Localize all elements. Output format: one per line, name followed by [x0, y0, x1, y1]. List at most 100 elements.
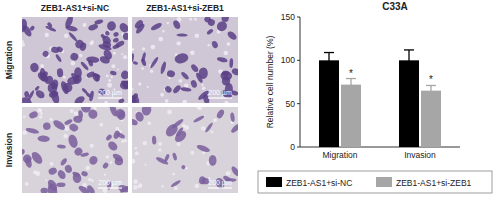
column-label: ZEB1-AS1+si-ZEB1 [146, 3, 224, 13]
cell [22, 149, 25, 155]
pore [134, 147, 137, 150]
cell [64, 118, 73, 125]
column-label: ZEB1-AS1+si-NC [41, 3, 109, 13]
cell [198, 176, 206, 185]
pore [104, 174, 106, 176]
pore [22, 43, 25, 47]
pore [133, 179, 138, 184]
cell [37, 135, 50, 142]
legend-label: ZEB1-AS1+si-ZEB1 [396, 178, 472, 188]
pore [150, 70, 153, 73]
pore [89, 41, 93, 45]
pore [70, 109, 74, 113]
cell [56, 182, 65, 187]
pore [132, 159, 135, 164]
cell [30, 150, 45, 166]
cell [29, 62, 39, 73]
pore [160, 93, 164, 97]
pore [79, 54, 83, 58]
cell [48, 166, 58, 175]
pore [162, 30, 164, 32]
cell [113, 31, 119, 37]
pore [201, 126, 205, 130]
cell [114, 108, 126, 120]
pore [138, 183, 142, 187]
cell [75, 40, 84, 49]
cell [174, 52, 190, 65]
pore [91, 179, 94, 182]
cell [190, 79, 198, 88]
pore [176, 41, 180, 45]
cell [180, 87, 192, 92]
error-bar [346, 79, 356, 91]
pore [147, 121, 151, 125]
pore [99, 123, 103, 127]
cell [65, 25, 78, 32]
error-stem [408, 50, 409, 71]
pore [215, 119, 217, 121]
cell [149, 56, 159, 69]
scale-bar [208, 187, 232, 188]
cell [22, 18, 28, 34]
pore [117, 68, 119, 70]
cell [81, 170, 89, 177]
pore [174, 186, 178, 190]
significance-mark: * [429, 74, 433, 85]
legend-box [258, 171, 492, 193]
error-stem [328, 53, 329, 69]
bar [319, 60, 339, 147]
x-tick-label: Migration [323, 150, 358, 160]
pore [167, 22, 169, 24]
cell [152, 136, 157, 145]
micrograph [22, 107, 128, 193]
cell [72, 171, 81, 178]
error-stem [350, 79, 351, 91]
scale-bar [208, 97, 232, 98]
scale-bar [98, 97, 122, 98]
pore [110, 161, 113, 164]
pore [45, 33, 49, 37]
cell [87, 59, 94, 67]
cell [46, 178, 59, 192]
cell [116, 132, 126, 140]
cell [94, 19, 104, 26]
cell [112, 37, 119, 43]
pore [49, 118, 52, 121]
pore [138, 82, 141, 85]
cell [121, 70, 128, 79]
pore [135, 152, 139, 156]
cell [88, 23, 99, 31]
cell [36, 70, 50, 83]
pore [132, 88, 134, 90]
cell [180, 71, 190, 81]
cell [209, 155, 217, 166]
pore [132, 48, 134, 51]
cell [88, 155, 99, 167]
pore [33, 170, 37, 174]
pore [141, 67, 144, 70]
pore [40, 112, 43, 115]
cell [204, 122, 214, 133]
pore [165, 99, 169, 103]
pore [22, 40, 24, 43]
pore [190, 151, 194, 155]
pore [177, 142, 181, 146]
pore [111, 76, 113, 78]
cell [24, 91, 30, 99]
cell [106, 140, 119, 153]
cell [59, 157, 68, 166]
cell [132, 53, 134, 62]
pore [40, 64, 44, 68]
scale-bar-label: 200 µm [98, 179, 122, 187]
cell [57, 144, 66, 149]
y-tick-label: 150 [281, 12, 295, 22]
legend-label: ZEB1-AS1+si-NC [286, 178, 352, 188]
pore [150, 45, 155, 50]
pore [64, 34, 68, 38]
cell [66, 76, 78, 86]
cell [68, 31, 78, 42]
pore [158, 148, 161, 151]
pore [224, 51, 229, 56]
cell [181, 164, 187, 170]
micrograph [22, 17, 128, 103]
